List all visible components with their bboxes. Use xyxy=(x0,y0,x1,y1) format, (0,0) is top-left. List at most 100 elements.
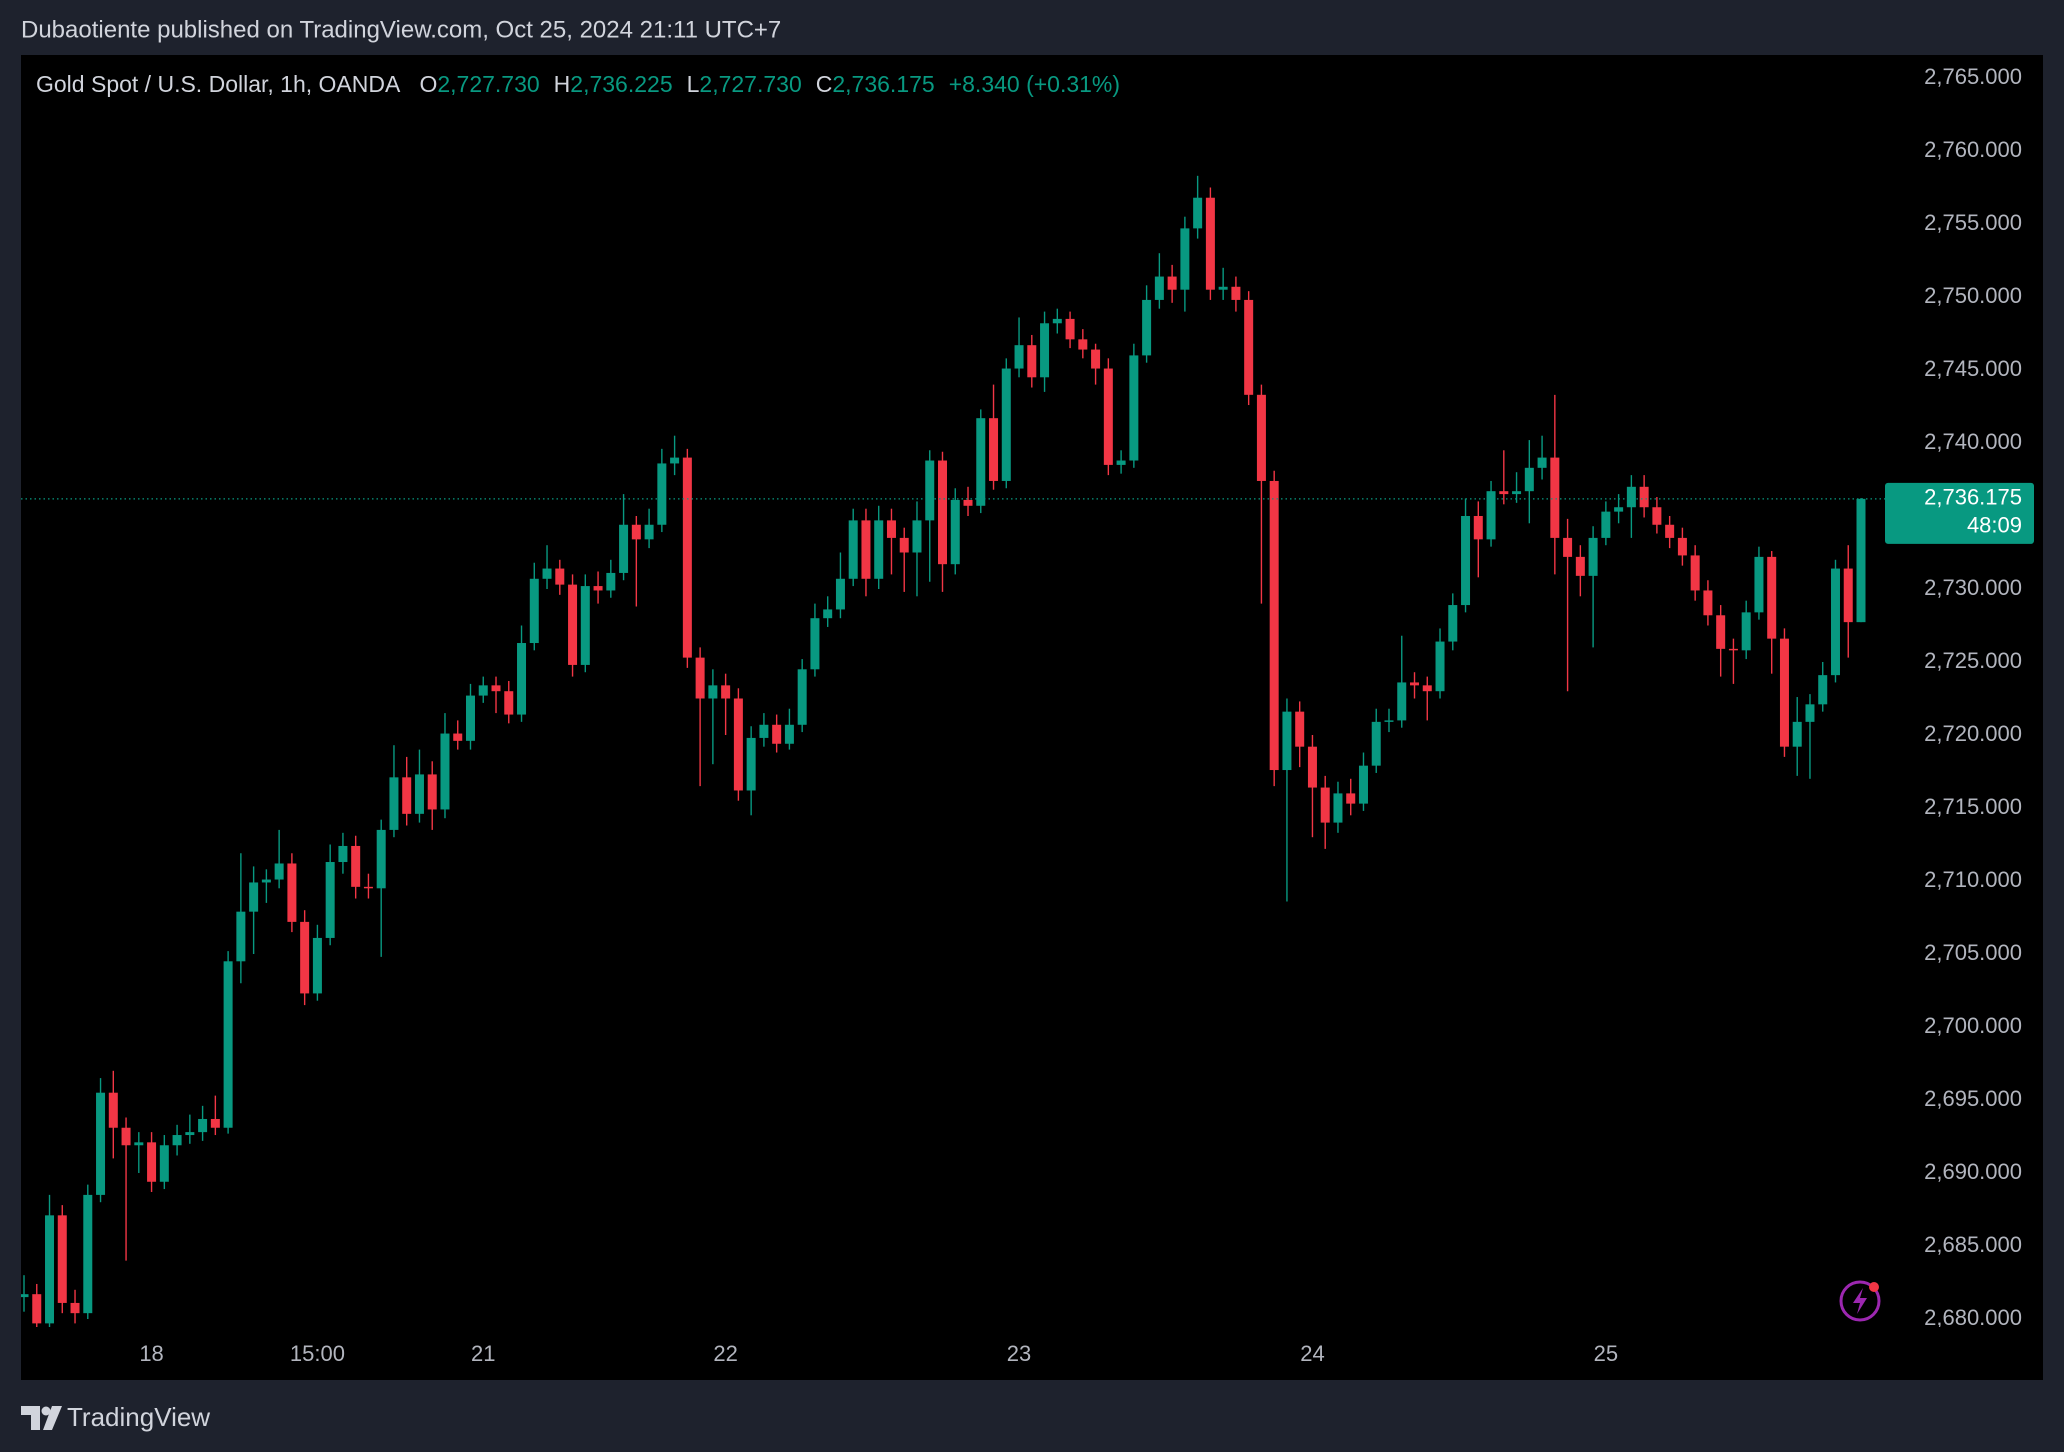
candle-body xyxy=(644,524,654,540)
time-axis: 18 15:00 21 22 23 24 25 xyxy=(139,1341,1618,1366)
candle-body xyxy=(1601,511,1611,538)
candle-body xyxy=(721,685,731,699)
candle-body xyxy=(593,586,603,591)
candle-body xyxy=(1588,537,1598,576)
candle-body xyxy=(351,845,361,887)
candle-body xyxy=(1142,299,1152,356)
candle-body xyxy=(1524,467,1534,492)
candle-body xyxy=(555,568,565,585)
candle-body xyxy=(1818,675,1828,705)
candle-body xyxy=(938,460,947,565)
y-tick-label: 2,695.000 xyxy=(1924,1086,2022,1111)
candle-body xyxy=(1499,491,1509,495)
candle-body xyxy=(1512,491,1522,495)
candle-body xyxy=(1091,349,1101,369)
symbol-title: Gold Spot / U.S. Dollar, 1h, OANDA xyxy=(36,71,401,97)
legend-value: 2,727.730 xyxy=(699,71,801,97)
candle-body xyxy=(1448,605,1458,642)
candle-body xyxy=(338,845,348,863)
x-tick-label: 25 xyxy=(1594,1341,1618,1366)
candle-body xyxy=(1014,345,1024,369)
candle-body xyxy=(1154,276,1164,300)
candle-body xyxy=(682,457,692,658)
candle-body xyxy=(274,863,284,880)
x-tick-label: 21 xyxy=(471,1341,495,1366)
legend: Gold Spot / U.S. Dollar, 1h, OANDA O2,72… xyxy=(36,71,1120,97)
y-tick-label: 2,760.000 xyxy=(1924,137,2022,162)
candle-body xyxy=(695,657,705,699)
candle-body xyxy=(1614,507,1624,512)
candle-body xyxy=(1205,197,1215,290)
candle-body xyxy=(249,882,259,912)
tradingview-logo[interactable]: TradingView xyxy=(21,1402,210,1432)
candle-body xyxy=(1282,711,1292,771)
candle-body xyxy=(465,695,475,741)
bar-countdown: 48:09 xyxy=(1967,513,2022,538)
candle-body xyxy=(861,520,871,579)
brand: TradingView xyxy=(67,1402,210,1432)
price-axis: 2,680.000 2,685.000 2,690.000 2,695.000 2,70… xyxy=(1924,64,2022,1330)
candle-body xyxy=(823,609,833,619)
candle-body xyxy=(147,1142,157,1182)
candle-body xyxy=(1652,507,1662,525)
y-tick-label: 2,715.000 xyxy=(1924,794,2022,819)
candle-body xyxy=(1346,793,1356,804)
candle-body xyxy=(478,685,488,696)
candle-body xyxy=(32,1294,42,1324)
x-tick-label: 24 xyxy=(1300,1341,1324,1366)
legend-change: +8.340 (+0.31%) xyxy=(949,71,1120,97)
y-tick-label: 2,765.000 xyxy=(1924,64,2022,89)
candle-body xyxy=(504,691,514,715)
candle-body xyxy=(1473,516,1483,540)
candle-body xyxy=(223,961,233,1128)
legend-value: 2,727.730 xyxy=(437,71,539,97)
candle-body xyxy=(772,724,782,744)
candle-body xyxy=(1371,721,1381,766)
candle-body xyxy=(1690,555,1700,591)
candle-body xyxy=(925,460,935,521)
candle-body xyxy=(835,578,845,610)
y-tick-label: 2,750.000 xyxy=(1924,283,2022,308)
x-tick-label: 18 xyxy=(139,1341,163,1366)
y-tick-label: 2,705.000 xyxy=(1924,940,2022,965)
alert-icon[interactable] xyxy=(1839,1280,1881,1322)
candle-body xyxy=(1244,299,1254,395)
legend-value: 2,736.175 xyxy=(832,71,934,97)
candle-body xyxy=(517,643,527,715)
candle-body xyxy=(1065,318,1075,340)
candle-body xyxy=(1537,457,1547,468)
candle-body xyxy=(759,724,769,738)
candle-body xyxy=(491,685,501,692)
y-tick-label: 2,700.000 xyxy=(1924,1013,2022,1038)
candle-body xyxy=(784,724,794,744)
candle-body xyxy=(1167,276,1177,290)
candle-body xyxy=(121,1127,131,1146)
candle-body xyxy=(1716,615,1726,649)
candle-body xyxy=(1741,612,1751,651)
candle-body xyxy=(1193,197,1203,229)
candle-body xyxy=(797,669,807,725)
candle-body xyxy=(1626,486,1636,508)
legend-key: H xyxy=(554,71,571,97)
y-tick-label: 2,680.000 xyxy=(1924,1305,2022,1330)
candle-body xyxy=(287,863,297,922)
candle-body xyxy=(402,777,412,814)
candle-body xyxy=(185,1132,195,1136)
y-tick-label: 2,730.000 xyxy=(1924,575,2022,600)
y-tick-label: 2,745.000 xyxy=(1924,356,2022,381)
x-tick-label: 22 xyxy=(713,1341,737,1366)
y-tick-label: 2,720.000 xyxy=(1924,721,2022,746)
candle-body xyxy=(912,520,922,553)
candle-body xyxy=(45,1215,55,1324)
y-tick-label: 2,725.000 xyxy=(1924,648,2022,673)
candle-body xyxy=(427,774,437,810)
y-tick-label: 2,755.000 xyxy=(1924,210,2022,235)
candle-body xyxy=(1397,682,1407,721)
candle-body xyxy=(1307,746,1317,788)
candle-body xyxy=(210,1118,220,1128)
attribution: Dubaotiente published on TradingView.com… xyxy=(21,16,781,43)
candle-body xyxy=(1461,516,1471,606)
candle-body xyxy=(1728,648,1738,651)
